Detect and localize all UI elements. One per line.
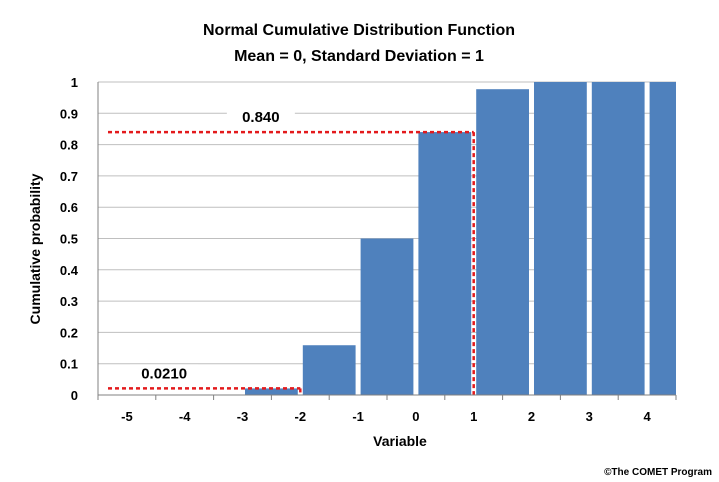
annotation-background: [226, 108, 295, 128]
x-tick-label: 1: [470, 409, 477, 424]
bar: [649, 82, 676, 395]
credit-text: ©The COMET Program: [604, 467, 712, 478]
x-axis-label: Variable: [373, 433, 427, 449]
y-tick-label: 0.1: [60, 357, 78, 372]
x-tick-label: -4: [179, 409, 191, 424]
y-axis-label: Cumulative probability: [27, 173, 43, 324]
annotation-label: 0.0210: [141, 365, 187, 382]
bar: [245, 388, 298, 395]
bar: [360, 238, 414, 395]
annotation-label: 0.840: [242, 109, 280, 126]
x-tick-label: 4: [643, 409, 651, 424]
y-tick-label: 0.5: [60, 232, 78, 247]
y-tick-label: 0.9: [60, 106, 78, 121]
y-tick-label: 0.2: [60, 325, 78, 340]
y-tick-label: 0: [71, 388, 78, 403]
y-tick-label: 0.6: [60, 200, 78, 215]
x-tick-label: 2: [528, 409, 535, 424]
bar: [534, 82, 587, 395]
bars: [245, 82, 676, 395]
x-tick-label: -3: [237, 409, 249, 424]
y-tick-label: 0.4: [60, 263, 79, 278]
bar: [418, 132, 472, 395]
x-tick-labels: -5 -4 -3 -2 -1 0 1 2 3 4: [121, 409, 651, 424]
chart-subtitle: Mean = 0, Standard Deviation = 1: [234, 48, 484, 65]
axes: [97, 82, 677, 400]
y-tick-label: 0.8: [60, 138, 78, 153]
guide-lines: [108, 130, 475, 395]
annotation-background: [130, 364, 199, 384]
x-tick-label: -2: [295, 409, 307, 424]
y-tick-label: 1: [71, 75, 78, 90]
x-tick-label: 3: [586, 409, 593, 424]
x-tick-label: 0: [412, 409, 419, 424]
y-tick-labels: 0 0.1 0.2 0.3 0.4 0.5 0.6 0.7 0.8 0.9 1: [60, 75, 79, 403]
chart-title: Normal Cumulative Distribution Function: [203, 22, 515, 39]
y-tick-label: 0.7: [60, 169, 78, 184]
x-tick-label: -5: [121, 409, 133, 424]
bar: [476, 89, 529, 395]
bar: [591, 82, 645, 395]
y-tick-label: 0.3: [60, 294, 78, 309]
x-tick-label: -1: [352, 409, 364, 424]
bar: [302, 345, 356, 395]
annotations: 0.840 0.0210: [130, 108, 295, 384]
